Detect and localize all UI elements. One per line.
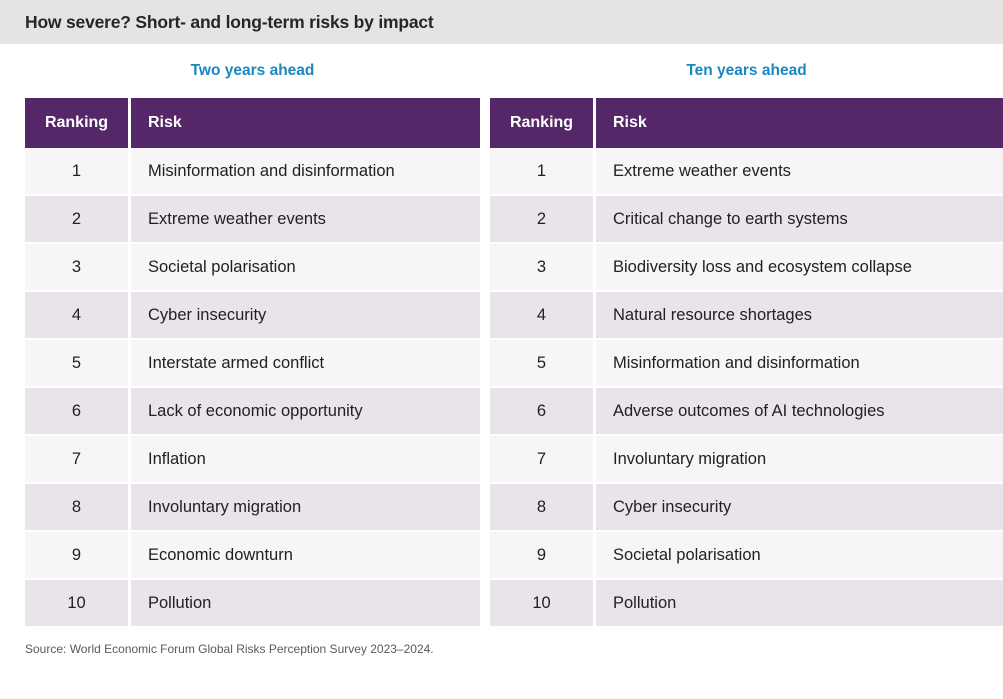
risk-cell: Misinformation and disinformation [148,161,395,180]
table-row: 7 Inflation [25,436,480,484]
risk-cell: Interstate armed conflict [148,353,325,372]
risk-cell: Involuntary migration [148,497,302,516]
risk-cell: Natural resource shortages [613,305,813,324]
ranking-cell: 7 [490,436,596,482]
ranking-cell: 8 [490,484,596,530]
risk-cell: Extreme weather events [148,209,326,228]
column-header-ranking: Ranking [25,98,131,148]
table-two-years-ahead: Two years ahead Ranking Risk 1 Misinform… [25,62,480,628]
tables-container: Two years ahead Ranking Risk 1 Misinform… [25,62,1003,628]
table-row: 4 Cyber insecurity [25,292,480,340]
table-row: 6 Adverse outcomes of AI technologies [490,388,1003,436]
table-caption: Two years ahead [190,62,315,79]
ranking-cell: 6 [490,388,596,434]
ranking-cell: 2 [25,196,131,242]
risk-cell: Pollution [613,593,677,612]
ranking-cell: 1 [490,148,596,194]
risk-cell: Inflation [148,449,206,468]
ranking-cell: 1 [25,148,131,194]
ranking-cell: 10 [490,580,596,626]
ranking-cell: 4 [25,292,131,338]
table-row: 8 Cyber insecurity [490,484,1003,532]
ranking-cell: 3 [25,244,131,290]
risk-cell: Critical change to earth systems [613,209,848,228]
risk-cell: Economic downturn [148,545,293,564]
ranking-cell: 3 [490,244,596,290]
table-row: 1 Misinformation and disinformation [25,148,480,196]
table-row: 5 Misinformation and disinformation [490,340,1003,388]
ranking-cell: 8 [25,484,131,530]
table-row: 1 Extreme weather events [490,148,1003,196]
table-body: 1 Misinformation and disinformation 2 Ex… [25,148,480,628]
risk-cell: Cyber insecurity [148,305,267,324]
table-caption: Ten years ahead [686,62,807,79]
ranking-cell: 7 [25,436,131,482]
column-header-risk: Risk [148,114,182,131]
table-body: 1 Extreme weather events 2 Critical chan… [490,148,1003,628]
table-row: 8 Involuntary migration [25,484,480,532]
risk-cell: Biodiversity loss and ecosystem collapse [613,257,912,276]
column-header-ranking: Ranking [490,98,596,148]
risk-cell: Societal polarisation [148,257,296,276]
table-row: 6 Lack of economic opportunity [25,388,480,436]
table-row: 7 Involuntary migration [490,436,1003,484]
table-header: Ranking Risk [490,98,1003,148]
table-row: 4 Natural resource shortages [490,292,1003,340]
table-row: 10 Pollution [25,580,480,628]
risk-cell: Misinformation and disinformation [613,353,860,372]
source-note: Source: World Economic Forum Global Risk… [25,642,434,656]
ranking-cell: 5 [25,340,131,386]
table-row: 10 Pollution [490,580,1003,628]
risk-cell: Extreme weather events [613,161,791,180]
ranking-cell: 9 [25,532,131,578]
table-row: 2 Critical change to earth systems [490,196,1003,244]
table-header: Ranking Risk [25,98,480,148]
page-title: How severe? Short- and long-term risks b… [25,11,434,32]
table-row: 9 Societal polarisation [490,532,1003,580]
table-row: 2 Extreme weather events [25,196,480,244]
table-row: 3 Societal polarisation [25,244,480,292]
risk-cell: Lack of economic opportunity [148,401,363,420]
column-header-risk: Risk [613,114,647,131]
ranking-cell: 9 [490,532,596,578]
table-ten-years-ahead: Ten years ahead Ranking Risk 1 Extreme w… [490,62,1003,628]
title-band: How severe? Short- and long-term risks b… [0,0,1003,44]
ranking-cell: 5 [490,340,596,386]
risk-cell: Cyber insecurity [613,497,732,516]
ranking-cell: 4 [490,292,596,338]
risk-cell: Pollution [148,593,212,612]
risk-cell: Adverse outcomes of AI technologies [613,401,885,420]
ranking-cell: 6 [25,388,131,434]
ranking-cell: 2 [490,196,596,242]
table-row: 5 Interstate armed conflict [25,340,480,388]
ranking-cell: 10 [25,580,131,626]
risk-cell: Societal polarisation [613,545,761,564]
table-row: 9 Economic downturn [25,532,480,580]
risk-cell: Involuntary migration [613,449,767,468]
table-row: 3 Biodiversity loss and ecosystem collap… [490,244,1003,292]
